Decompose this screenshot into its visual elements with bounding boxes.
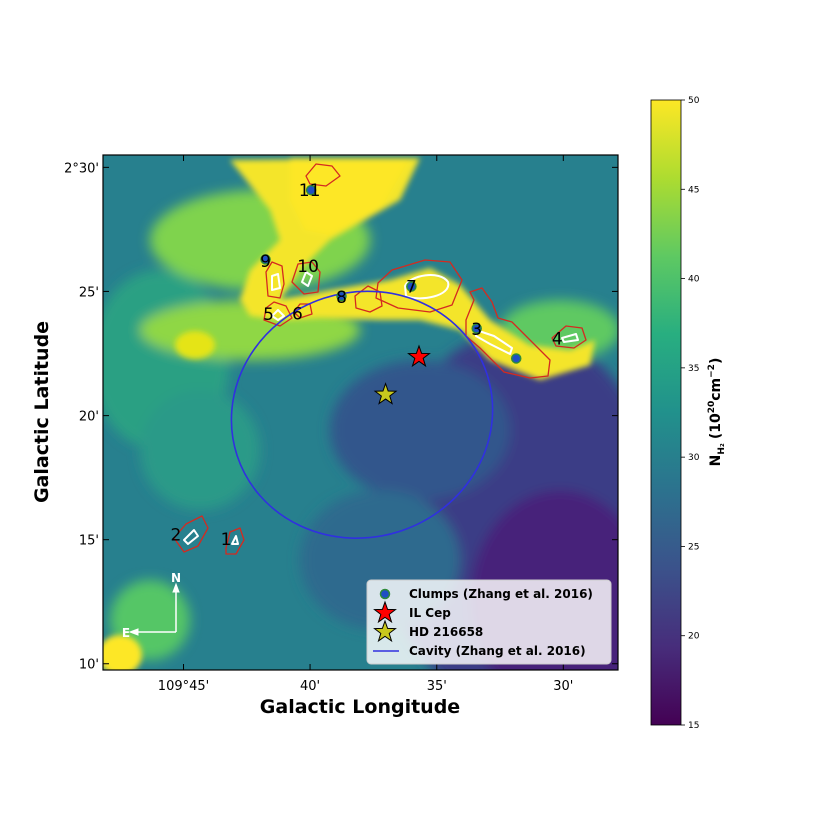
clump-label: 4 (552, 330, 563, 350)
contour-outer (305, 163, 341, 187)
y-tick-label: 10' (79, 658, 99, 673)
clump-label: 8 (336, 288, 347, 308)
contour-inner (183, 529, 199, 545)
contour-outer (265, 261, 285, 299)
low-density-cavity-inner (330, 360, 510, 500)
contour-outer (173, 515, 209, 553)
colorbar-label-units-cm: cm (708, 378, 724, 401)
legend-cavity-label: Cavity (Zhang et al. 2016) (409, 644, 586, 658)
contour-inner (271, 273, 281, 291)
y-axis-label: Galactic Latitude (31, 321, 53, 503)
y-tick-label: 2°30' (64, 161, 99, 176)
colorbar-label: NH₂ (1020cm−2) (707, 358, 727, 467)
compass: N E (122, 571, 181, 640)
clump-contours (173, 163, 587, 555)
colorbar-tick-label: 45 (688, 185, 699, 195)
clump-label: 3 (471, 320, 482, 340)
x-axis: 109°45' 40' 35' 30' (158, 155, 573, 694)
colorbar-label-exponent: 20 (707, 401, 717, 414)
clump-marker (471, 323, 482, 334)
colorbar-tick-label: 25 (688, 542, 699, 552)
clump-label: 5 (263, 305, 274, 325)
compass-north-label: N (171, 571, 181, 585)
clump-label: 2 (171, 525, 182, 545)
colorbar-tick-label: 35 (688, 364, 699, 374)
contour-outer (263, 301, 293, 327)
legend-hd216658-star-icon (373, 619, 397, 643)
colorbar-label-subscript: H₂ (717, 443, 727, 455)
colorbar-tick-label: 40 (688, 275, 700, 285)
contour-inner (475, 329, 513, 355)
colorbar-label-close: ) (708, 358, 724, 364)
clump-label: 11 (299, 181, 321, 201)
contour-outer (354, 285, 383, 313)
contour-inner (561, 333, 579, 343)
clump-marker (260, 254, 271, 265)
legend-il-cep-label: IL Cep (409, 606, 451, 620)
clump-label: 9 (260, 252, 271, 272)
colorbar-label-exponent-cm: −2 (707, 364, 717, 378)
east-arrow-icon (128, 628, 139, 636)
clump-label: 1 (221, 530, 232, 550)
contour-inner (271, 309, 285, 321)
compass-east-label: E (122, 626, 130, 640)
contour-inner (301, 271, 313, 287)
clump-labels: 1 2 3 4 5 6 7 8 9 10 11 (171, 181, 563, 550)
colorbar-tick-label: 50 (688, 96, 700, 106)
clump-marker (336, 290, 347, 302)
north-arrow-icon (172, 582, 180, 593)
moderate-density-west-2 (140, 390, 260, 510)
colorbar-ticks: 15 20 25 30 35 40 45 50 (681, 96, 700, 731)
x-tick-label: 109°45' (158, 679, 209, 694)
colorbar-tick-label: 15 (688, 721, 699, 731)
y-axis: 2°30' 25' 20' 15' 10' (64, 161, 618, 673)
contour-outer (465, 287, 551, 379)
contour-outer (225, 527, 245, 555)
overlay-layer (230, 184, 522, 539)
colorbar-tick-label: 20 (688, 632, 700, 642)
high-density-top-patch (290, 158, 410, 235)
y-tick-label: 25' (79, 285, 99, 300)
contour-outer (293, 303, 313, 319)
legend-box (366, 579, 612, 665)
star-il-cep-icon (407, 344, 431, 368)
y-tick-label: 20' (79, 410, 99, 425)
cavity-ellipse (230, 290, 494, 539)
legend-il-cep-star-icon (373, 600, 397, 624)
star-hd-216658-icon (373, 382, 398, 405)
legend-clump-marker (379, 588, 391, 600)
plot-frame (102, 154, 619, 671)
clump-marker (305, 184, 317, 196)
high-density-corner (103, 635, 142, 670)
legend-hd216658-label: HD 216658 (409, 625, 483, 639)
clump-label: 10 (297, 257, 319, 277)
legend-clumps-label: Clumps (Zhang et al. 2016) (409, 587, 593, 601)
contour-inner (231, 535, 239, 545)
clump-label: 7 (406, 278, 417, 298)
high-density-patch (175, 331, 215, 359)
y-tick-label: 15' (79, 534, 99, 549)
clump-marker (510, 353, 522, 364)
contour-inner (404, 274, 450, 300)
x-axis-label: Galactic Longitude (260, 696, 460, 718)
colorbar-label-units: (10 (708, 413, 724, 439)
contour-outer (551, 325, 587, 349)
clump-label: 6 (292, 304, 303, 324)
colorbar-tick-label: 30 (688, 453, 700, 463)
legend: Clumps (Zhang et al. 2016) IL Cep HD 216… (366, 579, 612, 665)
contour-outer (291, 261, 321, 295)
x-tick-label: 30' (553, 679, 573, 694)
clump-marker (406, 281, 417, 292)
contour-outer (375, 259, 463, 313)
colorbar-gradient (650, 99, 682, 726)
x-tick-label: 40' (300, 679, 320, 694)
colorbar-label-symbol: N (708, 455, 724, 467)
x-tick-label: 35' (427, 679, 447, 694)
